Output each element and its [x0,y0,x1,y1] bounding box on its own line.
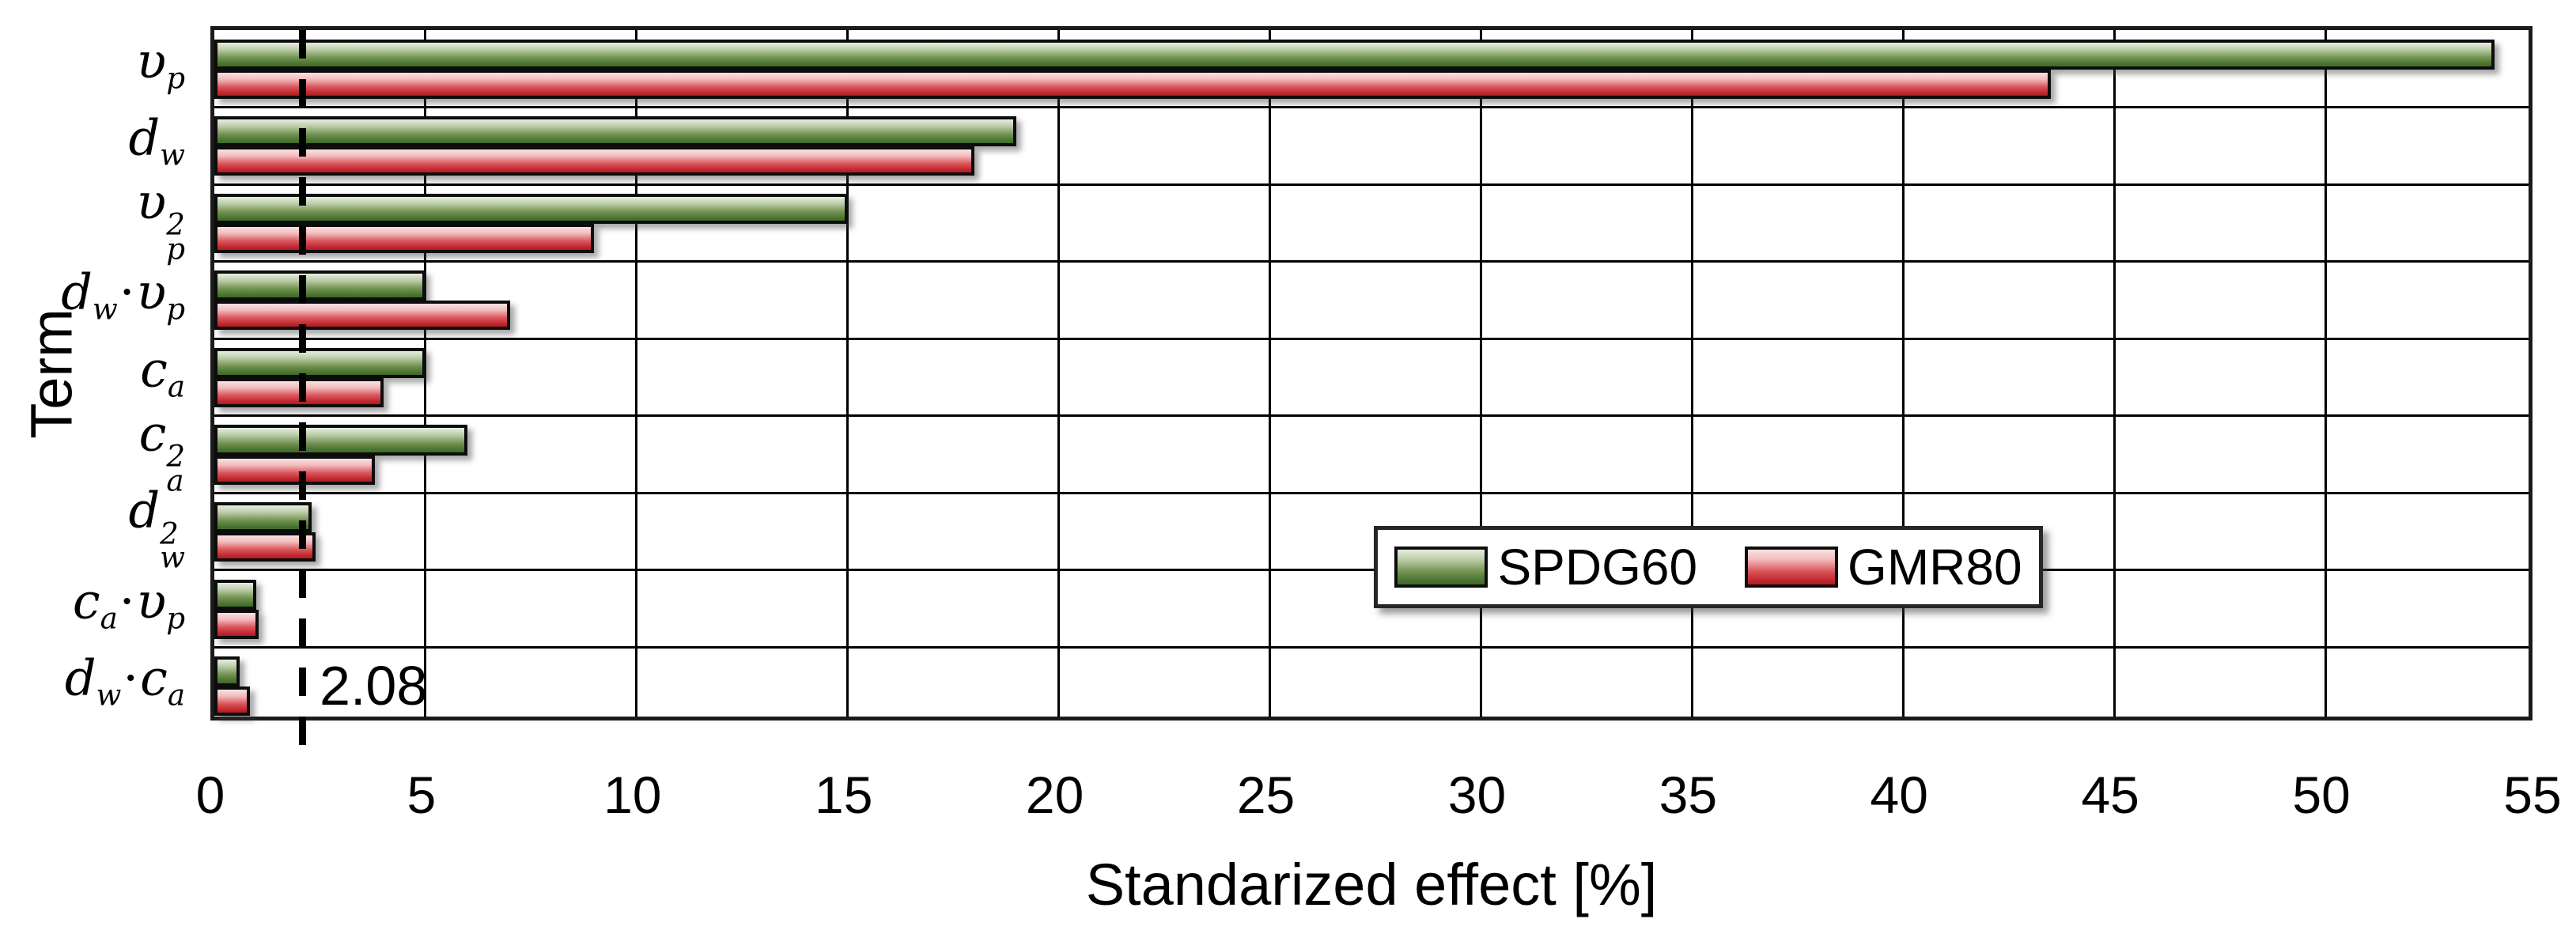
bar-gmr80-dw [214,146,974,176]
x-tick-label-0: 0 [195,766,225,824]
x-tick-label-55: 55 [2503,766,2562,824]
significance-threshold-line [298,30,306,755]
bar-spdg60-υp [214,39,2495,70]
x-tick-label-25: 25 [1236,766,1296,824]
legend-label-spdg60: SPDG60 [1497,539,1698,596]
bar-spdg60-ca2 [214,425,468,456]
bar-gmr80-υp2 [214,223,595,253]
gmr80-swatch-icon [1745,547,1839,588]
plot-area: 2.08 SPDG60 GMR80 [210,26,2532,755]
legend-item-gmr80: GMR80 [1745,538,2022,596]
y-tick-label-ca·υp: ca·υp [72,572,185,636]
v-gridline-50 [2324,30,2327,717]
x-tick-label-45: 45 [2081,766,2139,824]
bar-spdg60-dw2 [214,502,312,533]
bar-spdg60-dw [214,116,1017,147]
y-tick-label-υp: υp [136,32,185,96]
x-tick-label-20: 20 [1025,766,1084,824]
x-tick-label-30: 30 [1447,766,1507,824]
h-gridline [214,414,2529,418]
v-gridline-20 [1057,30,1061,717]
y-axis-labels: υp dw υ 2 p dw·υp ca c 2 a d 2 w ca·υp dw·ca [0,26,198,721]
bar-gmr80-ca·υp [214,609,259,639]
y-tick-label-dw: dw [128,108,185,172]
bar-spdg60-υp2 [214,193,848,224]
v-gridline-15 [846,30,849,717]
x-tick-label-40: 40 [1870,766,1928,824]
bar-gmr80-ca2 [214,455,375,485]
h-gridline [214,106,2529,109]
x-axis-title: Standarized effect [%] [1085,852,1658,917]
h-gridline [214,183,2529,186]
bar-spdg60-ca [214,347,426,378]
legend-item-spdg60: SPDG60 [1394,538,1697,596]
bar-gmr80-υp [214,69,2052,99]
bar-spdg60-dw·υp [214,270,426,301]
h-gridline [214,491,2529,494]
threshold-value-label: 2.08 [320,655,428,717]
y-tick-label-dw·ca: dw·ca [64,649,185,713]
x-tick-label-5: 5 [407,766,437,824]
v-gridline-35 [1690,30,1693,717]
bar-gmr80-dw·υp [214,301,510,331]
legend-label-gmr80: GMR80 [1848,539,2022,596]
v-gridline-5 [424,30,427,717]
x-tick-label-15: 15 [815,766,873,824]
x-axis-tick-labels: 0 5 10 15 20 25 30 35 40 45 50 55 [196,721,2562,824]
h-gridline [214,645,2529,649]
h-gridline [214,260,2529,263]
v-gridline-40 [1901,30,1905,717]
bar-spdg60-dw·ca [214,656,240,687]
h-gridline [214,337,2529,340]
bar-spdg60-ca·υp [214,579,257,610]
spdg60-swatch-icon [1394,547,1488,588]
v-gridline-10 [635,30,638,717]
y-tick-label-dw·υp: dw·υp [61,263,185,327]
x-tick-label-50: 50 [2292,766,2351,824]
h-gridline [214,569,2529,572]
bar-gmr80-dw·ca [214,686,251,717]
y-tick-label-ca: ca [140,340,185,404]
x-tick-label-10: 10 [603,766,662,824]
legend: SPDG60 GMR80 [1374,526,2043,608]
v-gridline-25 [1269,30,1272,717]
v-gridline-30 [1479,30,1482,717]
x-tick-label-35: 35 [1659,766,1718,824]
v-gridline-45 [2113,30,2116,717]
